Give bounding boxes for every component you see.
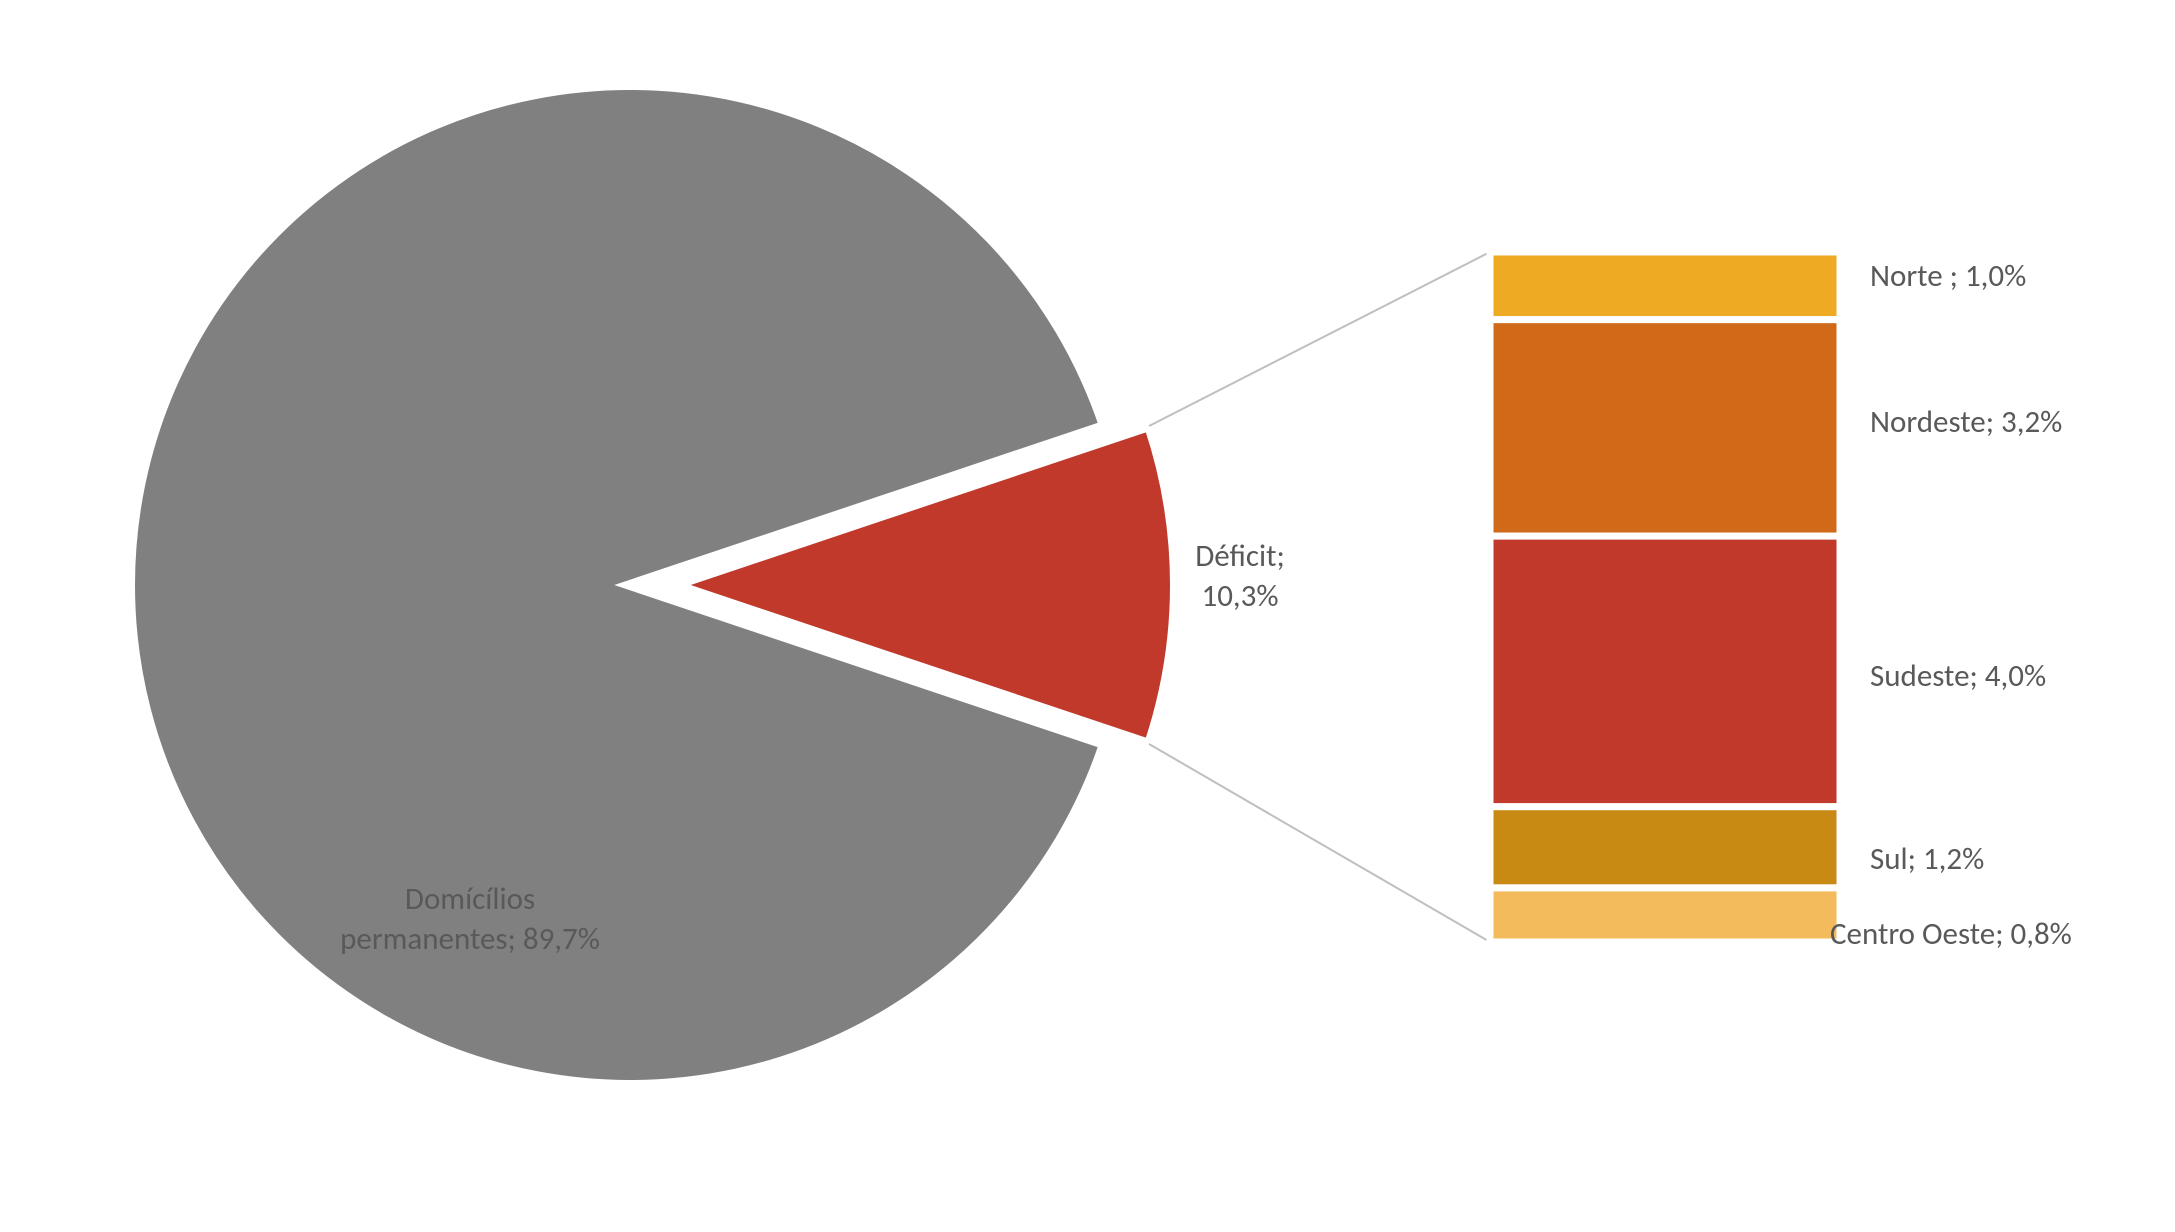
label-norte: Norte ; 1,0% — [1870, 257, 2026, 295]
label-deficit-line1: Déficit; — [1195, 537, 1285, 575]
connector-line-top — [1149, 252, 1490, 426]
bar-segment-nordeste — [1490, 320, 1840, 536]
bar-segment-centro_oeste — [1490, 888, 1840, 942]
label-domicilios-line1: Domícílios — [405, 880, 535, 918]
bar-segment-sul — [1490, 807, 1840, 888]
label-domicilios-line2: permanentes; 89,7% — [340, 920, 600, 958]
bar-segment-sudeste — [1490, 536, 1840, 807]
bar-segment-norte — [1490, 252, 1840, 320]
chart-svg — [0, 0, 2175, 1232]
label-sudeste: Sudeste; 4,0% — [1870, 657, 2046, 695]
label-deficit-line2: 10,3% — [1201, 577, 1278, 615]
pie-of-pie-chart: Domícílios permanentes; 89,7% Déficit; 1… — [0, 0, 2175, 1232]
connector-line-bottom — [1149, 744, 1490, 942]
label-centro-oeste: Centro Oeste; 0,8% — [1830, 915, 2072, 953]
label-sul: Sul; 1,2% — [1870, 840, 1984, 878]
label-nordeste: Nordeste; 3,2% — [1870, 403, 2062, 441]
